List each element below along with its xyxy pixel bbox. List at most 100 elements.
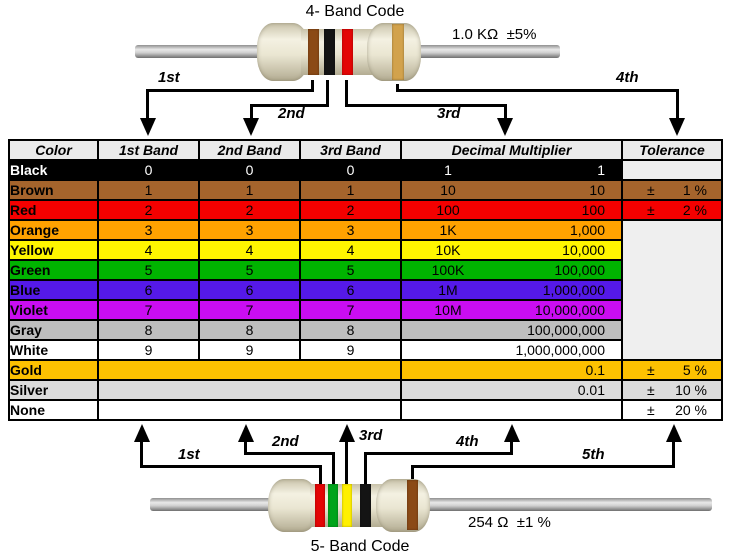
header-2nd-band: 2nd Band xyxy=(198,139,301,161)
tolerance-value: 1 % xyxy=(682,182,707,198)
tolerance-sign: ± xyxy=(647,202,655,218)
band-3rd-red xyxy=(342,29,353,75)
arrow-line xyxy=(672,441,675,468)
tolerance-value: 5 % xyxy=(682,362,707,378)
arrow-label-2nd-bottom: 2nd xyxy=(272,433,299,450)
arrow-label-5th-bottom: 5th xyxy=(582,446,605,463)
multiplier-cell: 100K 100,000 xyxy=(400,259,623,281)
multiplier-short: 100 xyxy=(436,202,460,218)
tolerance-cell-empty xyxy=(621,159,723,181)
header-1st-band: 1st Band xyxy=(97,139,200,161)
color-name: Gold xyxy=(8,359,99,381)
arrow-line xyxy=(140,465,322,468)
resistor-body-left-bulge xyxy=(257,23,309,81)
multiplier-cell: 10K 10,000 xyxy=(400,239,623,261)
arrow-line xyxy=(250,104,329,107)
band-1st-red xyxy=(315,484,325,527)
band1-value: 7 xyxy=(97,299,200,321)
arrow-line xyxy=(364,452,513,455)
arrow-line xyxy=(332,452,335,484)
arrow-line xyxy=(364,452,367,484)
tolerance-value: 20 % xyxy=(675,402,707,418)
arrowhead-up-icon xyxy=(504,424,520,442)
band2-value: 3 xyxy=(198,219,301,241)
band1-value: 5 xyxy=(97,259,200,281)
band1-value: 4 xyxy=(97,239,200,261)
band1-value: 2 xyxy=(97,199,200,221)
multiplier-full: 1,000,000 xyxy=(542,282,605,298)
multiplier-cell: 0.01 xyxy=(400,379,623,401)
multiplier-full: 0.01 xyxy=(577,382,605,398)
band2-value: 4 xyxy=(198,239,301,261)
five-band-resistor xyxy=(150,478,712,536)
multiplier-cell: 10M 10,000,000 xyxy=(400,299,623,321)
band1-value: 9 xyxy=(97,339,200,361)
band2-value: 1 xyxy=(198,179,301,201)
arrow-line xyxy=(411,465,675,468)
multiplier-full: 1,000 xyxy=(569,222,605,238)
arrowhead-down-icon xyxy=(497,118,513,136)
band2-value: 6 xyxy=(198,279,301,301)
band-2nd-black xyxy=(324,29,335,75)
table-row-orange: Orange 3 3 3 1K 1,000 xyxy=(8,219,723,361)
arrow-line xyxy=(319,465,322,484)
band3-value: 3 xyxy=(299,219,402,241)
arrow-line xyxy=(146,89,149,120)
multiplier-cell: 100,000,000 xyxy=(400,319,623,341)
tolerance-cell-empty-merged xyxy=(621,219,723,361)
multiplier-short: 10 xyxy=(440,182,456,198)
band2-value: 7 xyxy=(198,299,301,321)
band2-value: 9 xyxy=(198,339,301,361)
band-1st-brown xyxy=(308,29,319,75)
band3-value: 5 xyxy=(299,259,402,281)
multiplier-short: 1 xyxy=(444,162,452,178)
band1-value: 8 xyxy=(97,319,200,341)
table-row-yellow: Yellow 4 4 4 10K 10,000 xyxy=(8,239,722,261)
multiplier-short: 10M xyxy=(434,302,462,318)
arrow-label-3rd-bottom: 3rd xyxy=(359,427,383,444)
arrow-line xyxy=(676,89,679,120)
arrow-label-1st-bottom: 1st xyxy=(178,446,200,463)
resistor-body-left-bulge xyxy=(268,479,318,532)
band-4th-gold xyxy=(392,24,404,80)
four-band-value: 1.0 KΩ ±5% xyxy=(452,26,537,43)
table-row-brown: Brown 1 1 1 10 10 ±1 % xyxy=(8,179,723,201)
tolerance-cell: ±1 % xyxy=(621,179,723,201)
color-name: Green xyxy=(8,259,99,281)
arrow-label-4th-top: 4th xyxy=(616,69,639,86)
arrow-line xyxy=(504,104,507,120)
table-row-green: Green 5 5 5 100K 100,000 xyxy=(8,259,722,281)
arrow-line xyxy=(244,441,247,455)
band3-value: 6 xyxy=(299,279,402,301)
table-header-row: Color 1st Band 2nd Band 3rd Band Decimal… xyxy=(8,139,723,161)
color-name: Gray xyxy=(8,319,99,341)
five-band-value: 254 Ω ±1 % xyxy=(468,514,551,531)
multiplier-short xyxy=(412,342,484,358)
multiplier-full: 1,000,000,000 xyxy=(515,342,605,358)
multiplier-full: 100,000,000 xyxy=(527,322,605,338)
band1-value: 1 xyxy=(97,179,200,201)
color-name: None xyxy=(8,399,99,421)
multiplier-full: 0.1 xyxy=(585,362,605,378)
color-name: Red xyxy=(8,199,99,221)
color-name: White xyxy=(8,339,99,361)
multiplier-full: 100,000 xyxy=(554,262,605,278)
band-3rd-yellow xyxy=(342,484,352,527)
multiplier-full: 10,000 xyxy=(562,242,605,258)
multiplier-short: 100K xyxy=(431,262,465,278)
resistor-body-right-bulge xyxy=(376,479,430,532)
color-code-table: Color 1st Band 2nd Band 3rd Band Decimal… xyxy=(8,139,723,421)
five-band-title: 5- Band Code xyxy=(310,538,410,555)
band3-value: 2 xyxy=(299,199,402,221)
band-2nd-green xyxy=(328,484,338,527)
multiplier-cell: 1M 1,000,000 xyxy=(400,279,623,301)
band3-value: 1 xyxy=(299,179,402,201)
resistor-lead-wire xyxy=(150,498,712,511)
header-multiplier: Decimal Multiplier xyxy=(400,139,623,161)
table-row-red: Red 2 2 2 100 100 ±2 % xyxy=(8,199,723,221)
four-band-title: 4- Band Code xyxy=(305,3,405,20)
color-name: Brown xyxy=(8,179,99,201)
